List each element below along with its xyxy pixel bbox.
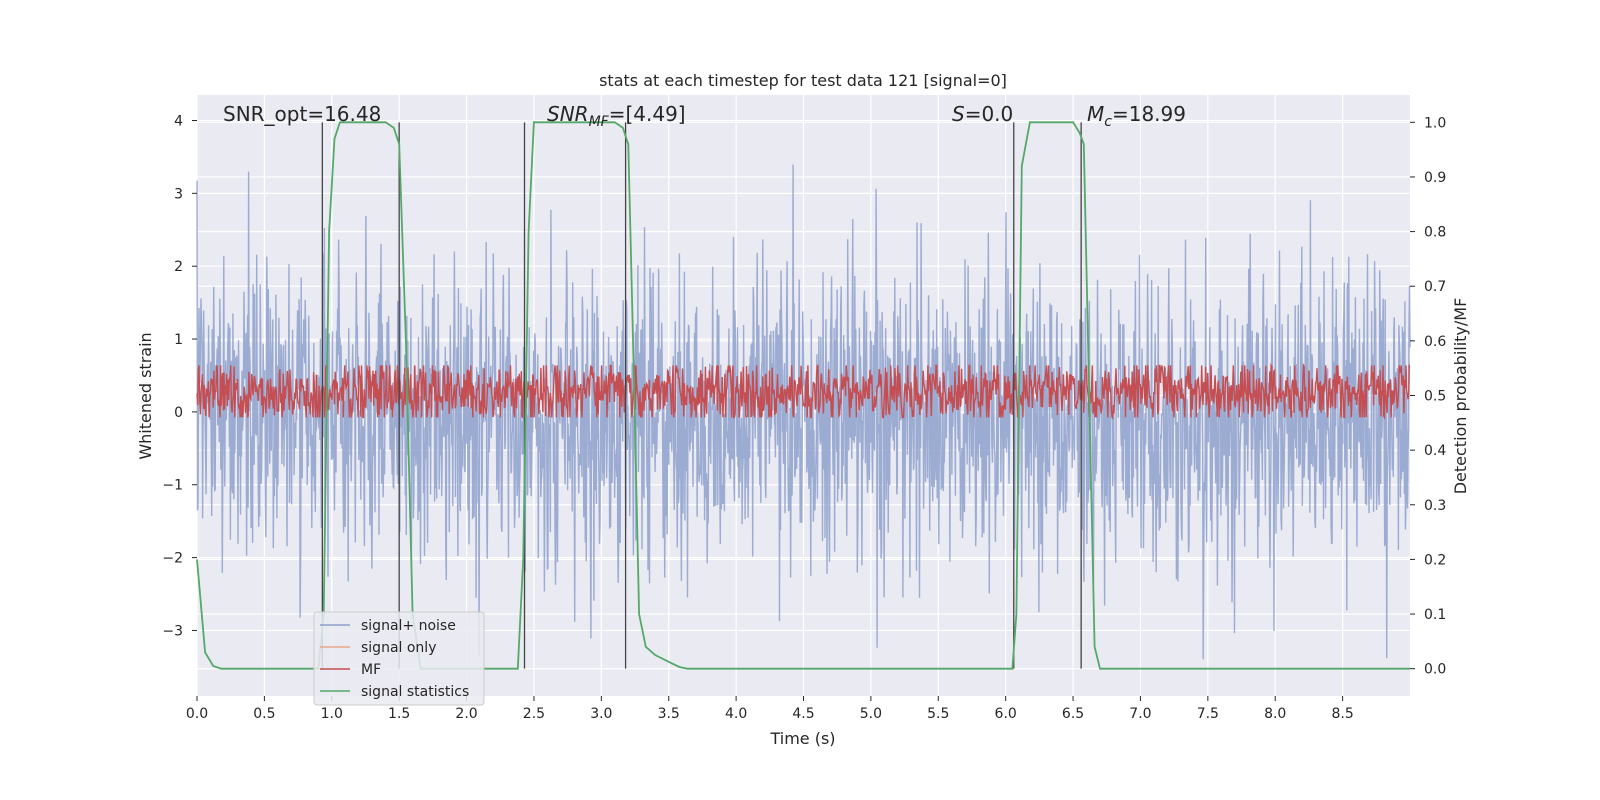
y2-tick-label: 0.7	[1424, 279, 1446, 295]
x-tick-label: 7.0	[1129, 706, 1151, 722]
y-tick-label: 0	[174, 405, 183, 421]
y-tick-label: 4	[174, 113, 183, 129]
legend-box	[313, 611, 485, 706]
annotation-snr-mf-subscript: MF	[589, 114, 610, 130]
y-tick-label: 1	[174, 332, 183, 348]
x-tick-label: 4.5	[792, 706, 814, 722]
y-tick-label: 2	[174, 259, 183, 275]
x-axis-ticks: 0.0 0.5 1.0 1.5 2.0 2.5 3.0 3.5 4.0 4.5 5.0 5.5 6.0 6…	[186, 696, 1354, 722]
signal-statistics-line	[196, 121, 1410, 670]
x-tick-label: 2.0	[455, 706, 477, 722]
y-axis-ticks: −3 −2 −1 0 1 2 3 4	[162, 113, 197, 639]
annotation-mc: Mc=18.99	[1087, 102, 1186, 130]
annotation-mc-value: =18.99	[1112, 102, 1186, 126]
annotation-snr-opt: SNR_opt=16.48	[223, 102, 381, 126]
series-signal-statistics	[196, 121, 1410, 670]
annotation-mc-symbol: M	[1087, 102, 1104, 126]
x-tick-label: 3.5	[658, 706, 680, 722]
y2-tick-label: 0.0	[1424, 662, 1446, 678]
y2-axis-ticks: 0.0 0.1 0.2 0.3 0.4 0.5 0.6 0.7 0.8 0.9 1.0	[1410, 115, 1446, 678]
legend-label-mf: MF	[361, 662, 381, 678]
y2-tick-label: 1.0	[1424, 115, 1446, 131]
x-tick-label: 2.5	[523, 706, 545, 722]
y-tick-label: −2	[162, 551, 183, 567]
y2-tick-label: 0.5	[1424, 389, 1446, 405]
y2-tick-label: 0.4	[1424, 443, 1446, 459]
chart-title: stats at each timestep for test data 121…	[599, 71, 1007, 90]
x-tick-label: 8.0	[1264, 706, 1286, 722]
x-tick-label: 5.0	[860, 706, 882, 722]
y-axis-label: Whitened strain	[136, 332, 155, 459]
x-tick-label: 6.5	[1062, 706, 1084, 722]
x-tick-label: 6.0	[995, 706, 1017, 722]
annotation-s-symbol: S	[952, 102, 965, 126]
x-tick-label: 3.0	[590, 706, 612, 722]
y2-tick-label: 0.9	[1424, 170, 1446, 186]
legend-label-signal-statistics: signal statistics	[361, 684, 469, 700]
x-tick-label: 1.0	[321, 706, 343, 722]
x-tick-label: 7.5	[1197, 706, 1219, 722]
annotation-mc-subscript: c	[1104, 114, 1112, 130]
y2-tick-label: 0.3	[1424, 498, 1446, 514]
annotation-snr-mf-value: =[4.49]	[609, 102, 686, 126]
x-tick-label: 5.5	[927, 706, 949, 722]
annotation-snr-mf: SNRMF=[4.49]	[547, 102, 686, 130]
y-tick-label: −3	[162, 623, 183, 639]
x-tick-label: 0.0	[186, 706, 208, 722]
y2-tick-label: 0.8	[1424, 225, 1446, 241]
x-tick-label: 8.5	[1331, 706, 1353, 722]
y2-tick-label: 0.6	[1424, 334, 1446, 350]
y-tick-label: 3	[174, 186, 183, 202]
annotation-snr-mf-symbol: SNR	[547, 102, 589, 126]
x-tick-label: 1.5	[388, 706, 410, 722]
y2-tick-label: 0.2	[1424, 552, 1446, 568]
legend-label-signal-only: signal only	[361, 640, 436, 656]
legend-label-signal-noise: signal+ noise	[361, 618, 456, 634]
y-tick-label: −1	[162, 478, 183, 494]
legend: signal+ noise signal only MF signal stat…	[313, 611, 485, 706]
annotation-s-value: =0.0	[965, 102, 1014, 126]
vertical-markers	[321, 122, 1082, 669]
y2-axis-label: Detection probability/MF	[1451, 298, 1470, 495]
y2-tick-label: 0.1	[1424, 607, 1446, 623]
x-axis-label: Time (s)	[769, 729, 835, 748]
x-tick-label: 4.0	[725, 706, 747, 722]
x-tick-label: 0.5	[253, 706, 275, 722]
annotation-s: S=0.0	[952, 102, 1013, 126]
